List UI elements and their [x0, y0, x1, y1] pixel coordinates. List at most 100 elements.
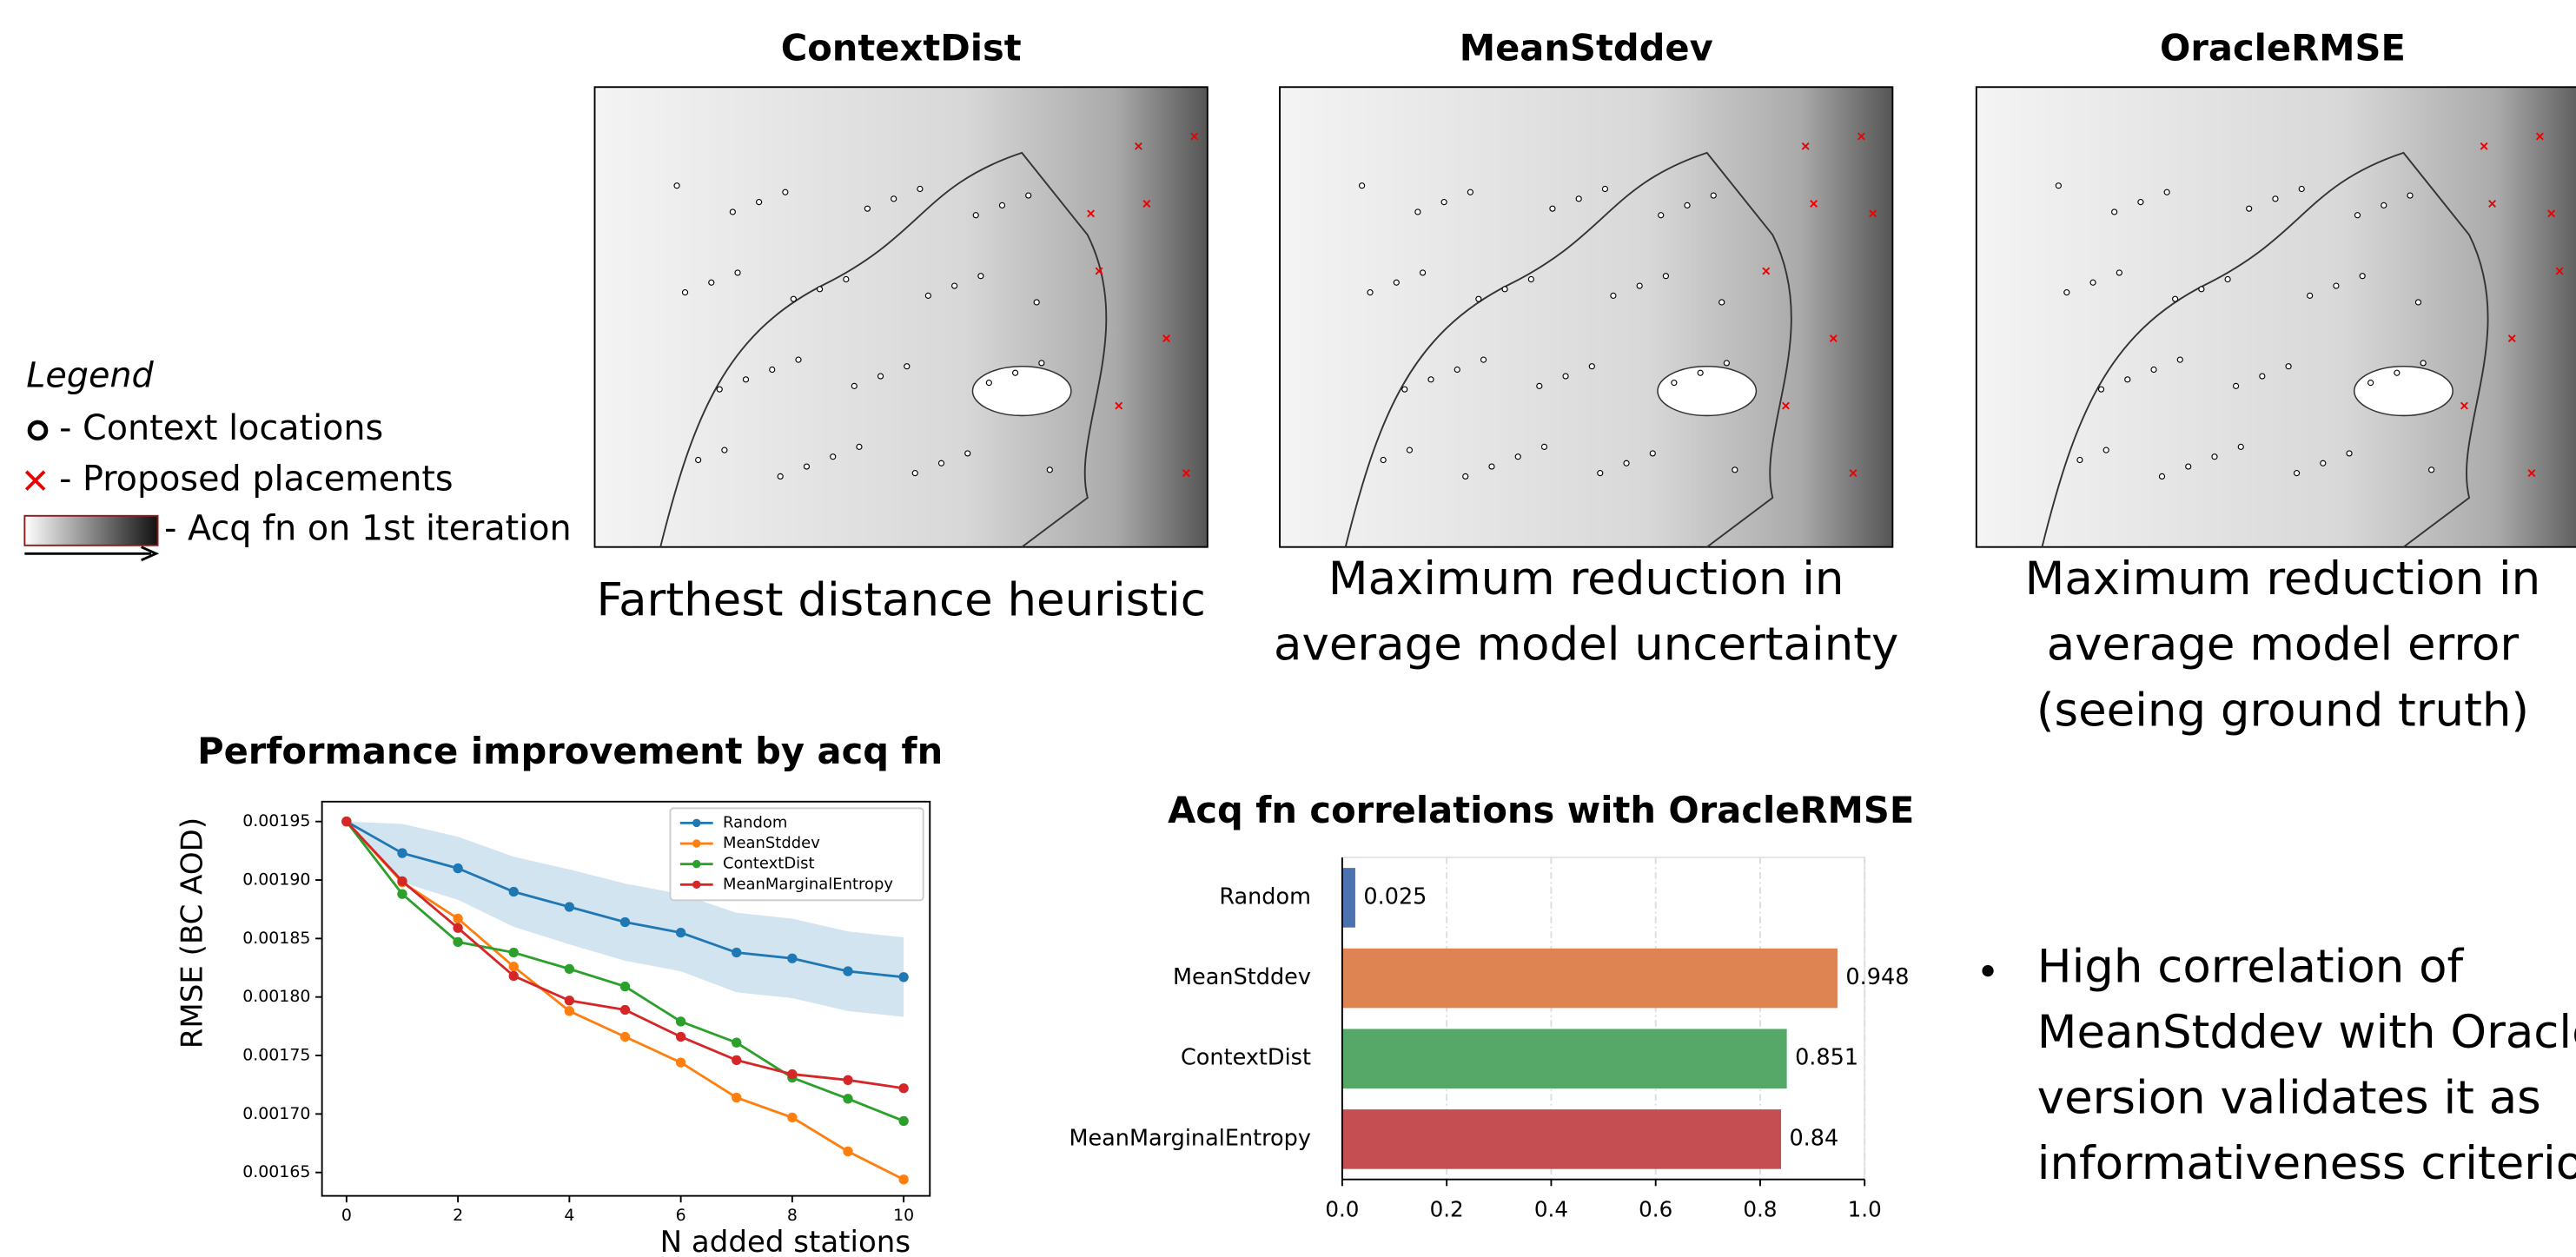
legend-swatch-dot — [692, 839, 700, 847]
y-tick-label: 0.00165 — [242, 1162, 310, 1181]
context-marker — [778, 473, 783, 479]
x-tick-label: 8 — [787, 1206, 798, 1225]
x-tick-label: 4 — [564, 1206, 574, 1225]
context-marker — [1402, 387, 1407, 392]
context-marker — [2090, 280, 2096, 285]
context-marker — [2186, 464, 2191, 469]
y-tick-label: 0.00180 — [242, 987, 310, 1006]
page: { "legend": {"title": "Legend", "items":… — [0, 0, 2576, 1257]
context-marker — [1407, 447, 1412, 453]
chart-title: Acq fn correlations with OracleRMSE — [1168, 789, 1914, 831]
context-marker — [2415, 300, 2420, 305]
x-tick-label: 0.8 — [1743, 1197, 1777, 1222]
bullet-text: version validates it as — [2037, 1072, 2541, 1125]
context-marker — [878, 374, 884, 379]
context-marker — [1624, 460, 1629, 466]
context-marker — [2116, 270, 2122, 275]
context-marker — [2151, 367, 2156, 372]
context-marker — [804, 464, 809, 469]
context-marker — [917, 186, 923, 191]
map-image — [1977, 87, 2576, 546]
legend-label: ContextDist — [723, 855, 815, 873]
y-axis-label: RMSE (BC AOD) — [175, 817, 210, 1049]
context-marker — [1454, 367, 1460, 372]
data-point — [453, 863, 462, 873]
bar — [1342, 1109, 1781, 1169]
data-point — [732, 1038, 741, 1048]
context-marker — [1013, 370, 1018, 375]
context-marker — [2164, 189, 2169, 195]
context-marker — [791, 296, 796, 301]
map-image — [595, 87, 1208, 546]
context-marker — [1550, 206, 1555, 211]
context-marker — [696, 457, 701, 462]
data-point — [397, 877, 407, 886]
context-marker — [2295, 471, 2300, 476]
map-caption: (seeing ground truth) — [2036, 684, 2529, 737]
context-marker — [1663, 274, 1668, 279]
data-point — [843, 1147, 852, 1156]
context-marker — [757, 200, 762, 205]
context-marker — [1367, 290, 1373, 295]
data-point — [732, 1093, 741, 1102]
map-title: ContextDist — [781, 27, 1022, 69]
x-axis-label: N added stations — [660, 1225, 911, 1257]
context-marker — [796, 357, 801, 362]
y-tick-label: MeanStddev — [1173, 964, 1311, 990]
context-marker — [1637, 283, 1642, 288]
data-point — [787, 954, 797, 963]
legend-gradient — [24, 516, 157, 546]
legend-item: - Acq fn on 1st iteration — [164, 508, 572, 548]
map-caption: Maximum reduction in — [1328, 552, 1844, 605]
context-marker — [2238, 444, 2243, 449]
context-marker — [1394, 280, 1399, 285]
context-marker — [1441, 200, 1447, 205]
data-point — [787, 1069, 797, 1079]
context-marker — [2354, 213, 2360, 218]
context-marker — [1047, 467, 1052, 473]
value-label: 0.948 — [1845, 964, 1909, 990]
data-point — [620, 982, 630, 991]
data-point — [898, 1174, 908, 1184]
bullet-text: informativeness criterion — [2037, 1137, 2576, 1190]
context-marker — [1463, 473, 1468, 479]
context-marker — [1589, 364, 1594, 369]
context-marker — [2112, 209, 2117, 215]
x-tick-label: 2 — [453, 1206, 463, 1225]
data-point — [397, 848, 407, 857]
y-tick-label: 0.00175 — [242, 1046, 310, 1065]
context-marker — [912, 471, 917, 476]
data-point — [620, 917, 630, 927]
context-marker — [965, 451, 970, 456]
legend-cross-icon — [26, 472, 44, 490]
context-marker — [904, 364, 910, 369]
map-title: OracleRMSE — [2160, 27, 2406, 69]
legend-arrow — [24, 547, 156, 560]
context-marker — [1719, 300, 1725, 305]
context-marker — [2368, 380, 2374, 386]
data-point — [676, 1016, 685, 1026]
context-marker — [1685, 202, 1690, 208]
data-point — [732, 1055, 741, 1065]
y-tick-label: ContextDist — [1181, 1045, 1311, 1071]
context-marker — [2212, 454, 2217, 460]
context-marker — [2394, 370, 2400, 375]
data-point — [565, 1006, 574, 1016]
context-marker — [1537, 383, 1542, 388]
map-caption: average model uncertainty — [1274, 619, 1898, 672]
map-caption: Farthest distance heuristic — [597, 574, 1206, 627]
context-marker — [978, 274, 983, 279]
context-marker — [864, 206, 870, 211]
context-marker — [844, 276, 849, 281]
context-marker — [999, 202, 1004, 208]
y-tick-label: 0.00170 — [242, 1104, 310, 1123]
context-marker — [682, 290, 687, 295]
context-marker — [1415, 209, 1420, 215]
context-marker — [831, 454, 836, 460]
context-marker — [1732, 467, 1738, 473]
context-marker — [2308, 293, 2313, 298]
legend-item: - Proposed placements — [59, 460, 454, 499]
context-marker — [2381, 202, 2387, 208]
context-marker — [2321, 460, 2326, 466]
